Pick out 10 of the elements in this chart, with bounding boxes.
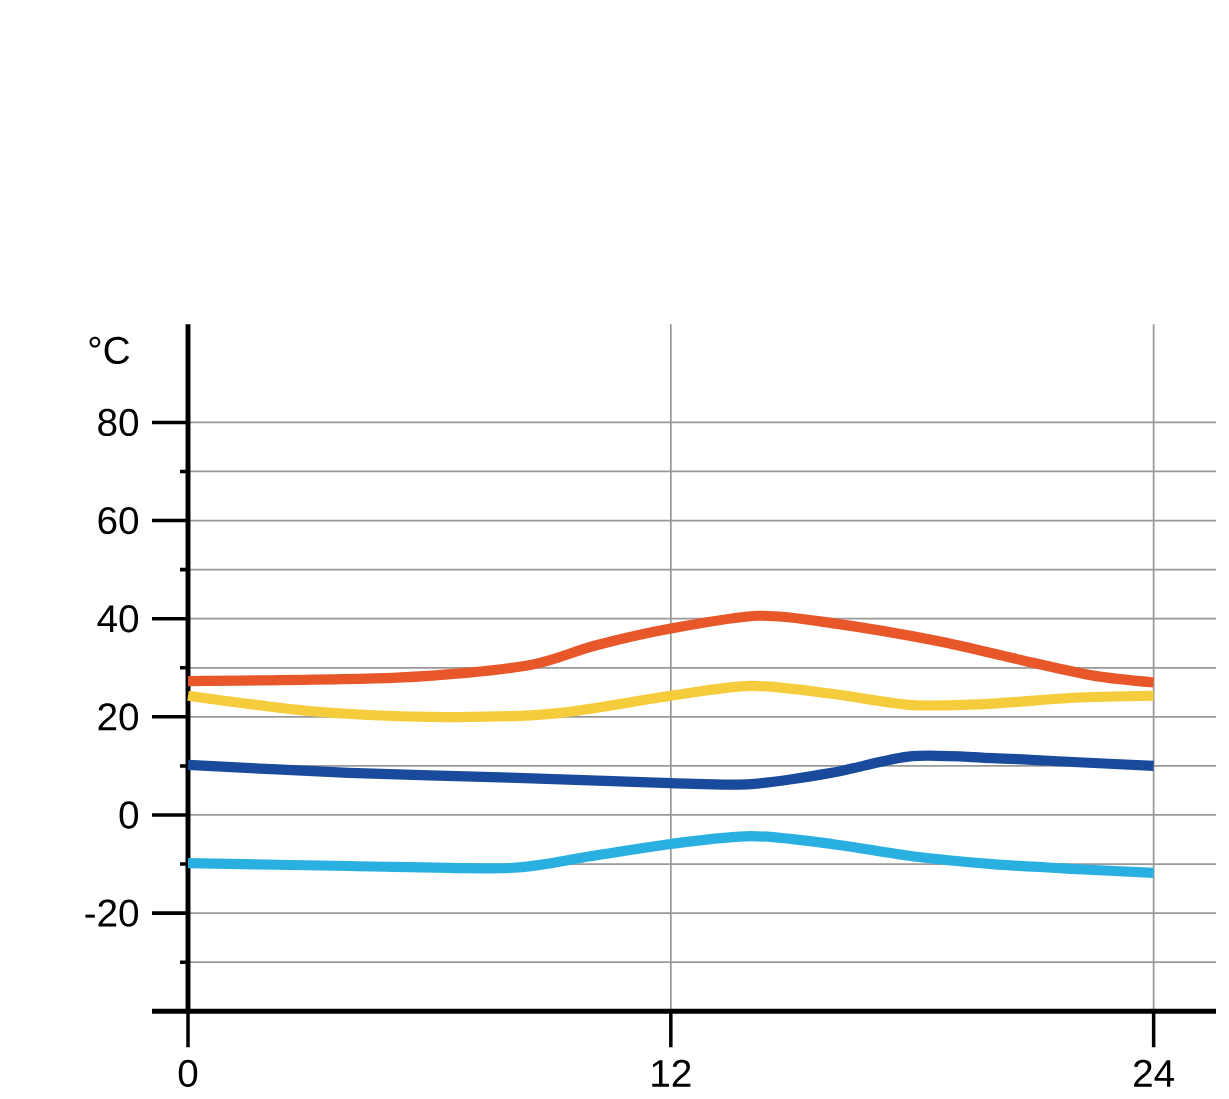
y-tick-label: 20 xyxy=(98,703,139,731)
y-tick-label: 60 xyxy=(98,507,139,535)
y-tick-label: 80 xyxy=(98,408,139,437)
y-tick-label: 40 xyxy=(97,605,139,633)
x-tick-label: 12 xyxy=(652,1059,691,1087)
x-tick-label: 0 xyxy=(178,1059,198,1088)
y-tick-label: 0 xyxy=(119,801,139,829)
y-tick-label: -20 xyxy=(85,899,139,927)
y-axis-title: °C xyxy=(89,336,130,365)
x-tick-label: 24 xyxy=(1134,1059,1174,1087)
